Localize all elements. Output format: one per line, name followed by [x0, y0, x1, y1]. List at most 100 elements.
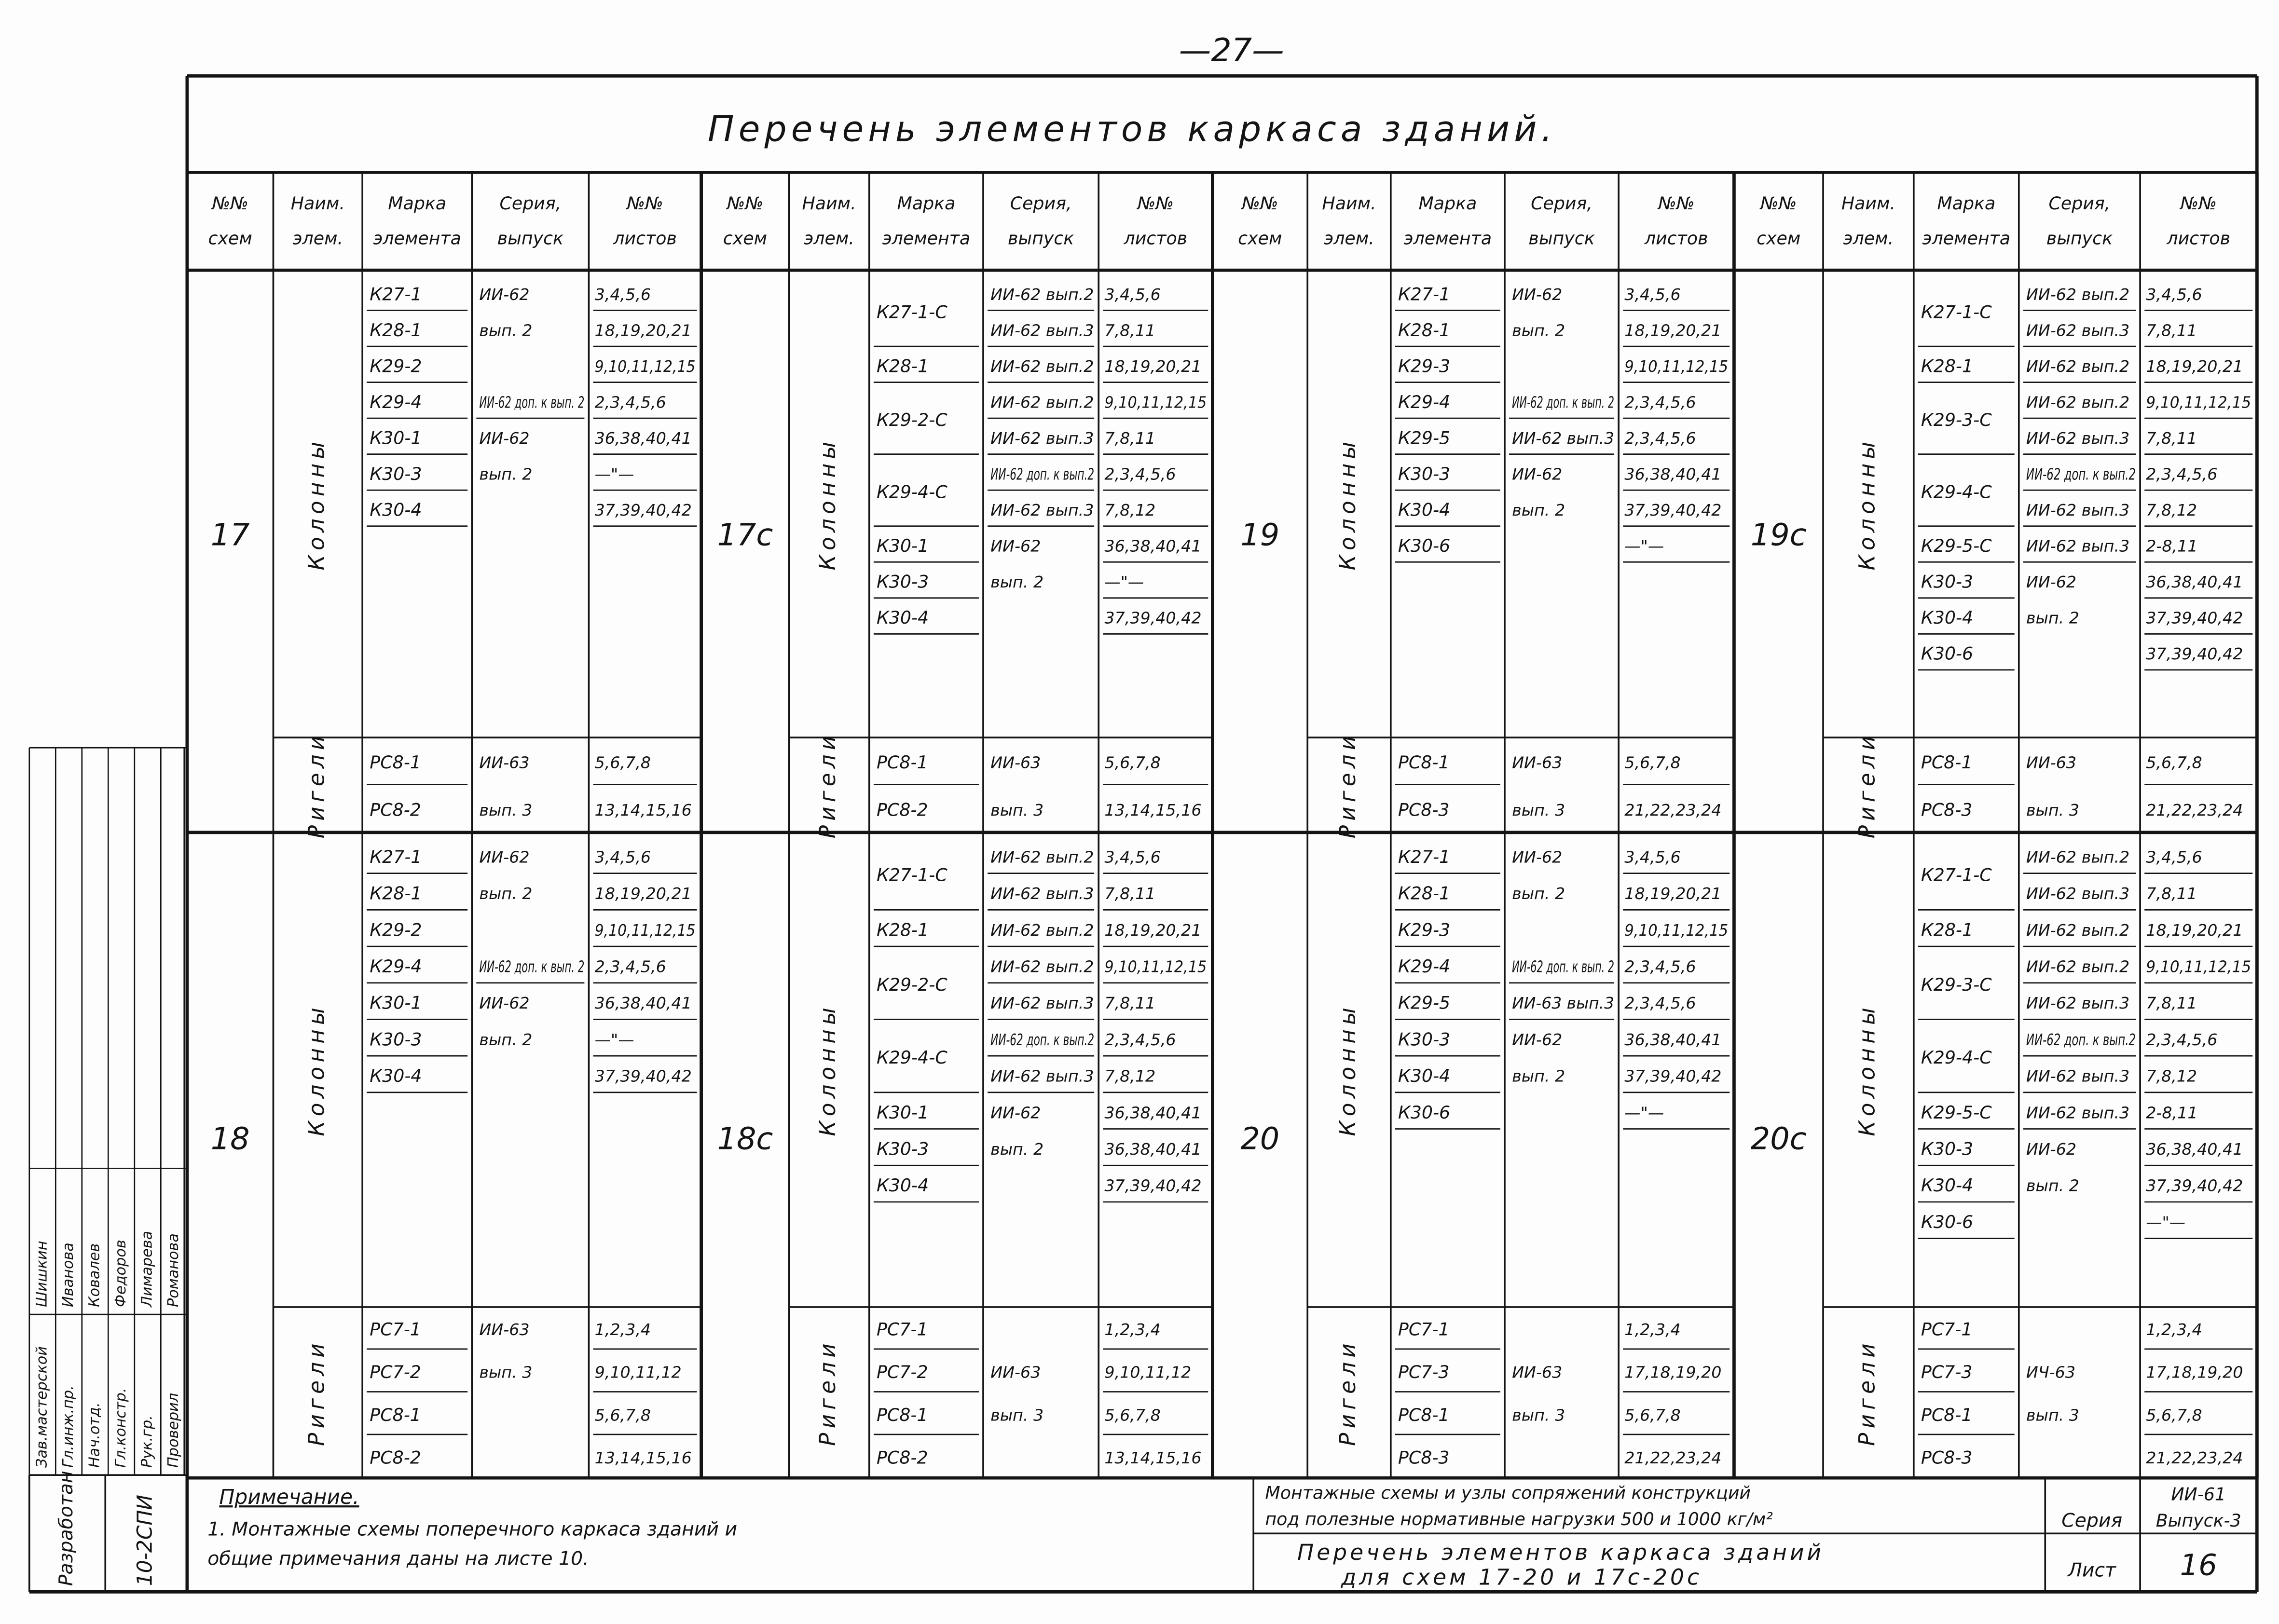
element-mark: К30-6 — [1398, 1102, 1450, 1123]
column-header: Серия, — [499, 193, 561, 214]
column-header: №№ — [1657, 193, 1695, 214]
series-issue: вып. 3 — [1512, 1406, 1565, 1424]
series-issue: ИИ-62 доп. к вып.2 — [2026, 1030, 2136, 1049]
series-value: ИИ-61 — [2171, 1484, 2226, 1505]
series-issue: вып. 2 — [990, 1140, 1043, 1159]
series-issue: ИИ-62 вып.2 — [2026, 847, 2129, 866]
series-issue: вып. 2 — [479, 464, 532, 483]
element-mark: К30-3 — [877, 572, 929, 592]
series-issue: ИИ-62 — [479, 847, 529, 866]
column-header: Наим. — [1322, 193, 1376, 214]
element-mark: РС8-2 — [877, 800, 928, 820]
sheet-numbers: 1,2,3,4 — [1104, 1320, 1161, 1339]
sheet-numbers: 18,19,20,21 — [2146, 357, 2243, 376]
scheme-number: 18с — [717, 1120, 773, 1156]
sheet-numbers: 2,3,4,5,6 — [595, 957, 666, 976]
column-header: выпуск — [1008, 228, 1074, 249]
sheet-numbers: 36,38,40,41 — [2146, 1140, 2243, 1159]
column-header: схем — [208, 228, 252, 249]
element-mark: К29-4-С — [1921, 1047, 1992, 1068]
sheet-numbers: 7,8,11 — [1104, 994, 1155, 1012]
sheet-numbers: 3,4,5,6 — [1624, 847, 1681, 866]
element-mark: К30-3 — [877, 1138, 929, 1159]
approval-name: Иванова — [60, 1242, 77, 1307]
sheet-numbers: 5,6,7,8 — [1624, 1406, 1681, 1424]
sheet-numbers: 18,19,20,21 — [1624, 321, 1721, 340]
sheet-numbers: —"— — [2146, 1213, 2185, 1231]
approval-role: Гл.инж.пр. — [60, 1385, 77, 1468]
approval-name: Ковалев — [86, 1243, 103, 1307]
approval-name: Лимарева — [139, 1231, 156, 1308]
series-issue: ИИ-62 доп. к вып. 2 — [479, 393, 584, 411]
element-mark: К30-1 — [877, 1102, 929, 1123]
sheet-numbers: 21,22,23,24 — [2146, 801, 2243, 819]
column-header: Наим. — [291, 193, 345, 214]
sheet-numbers: 21,22,23,24 — [1624, 801, 1721, 819]
element-mark: К30-4 — [1398, 500, 1450, 520]
element-mark: РС8-1 — [877, 752, 928, 773]
sheet-numbers: 21,22,23,24 — [2146, 1448, 2243, 1467]
element-mark: К30-4 — [1921, 607, 1973, 628]
sheet-numbers: 37,39,40,42 — [1104, 1176, 1201, 1195]
element-mark: К27-1 — [1398, 284, 1450, 304]
sheet-numbers: 37,39,40,42 — [595, 501, 692, 519]
sheet-numbers: 13,14,15,16 — [1104, 801, 1201, 819]
element-mark: РС8-1 — [1398, 752, 1450, 773]
sheet-numbers: 13,14,15,16 — [595, 801, 692, 819]
series-issue: ИИ-62 вып.3 — [2026, 501, 2129, 519]
element-mark: К29-2 — [370, 919, 422, 940]
element-mark: РС7-1 — [370, 1319, 421, 1340]
element-mark: К30-6 — [1921, 643, 1973, 664]
element-mark: К28-1 — [877, 355, 929, 376]
table-title: Перечень элементов каркаса зданий. — [708, 109, 1557, 150]
series-issue: ИИ-62 вып.3 — [2026, 884, 2129, 903]
series-issue: ИИ-62 вып.3 — [990, 429, 1094, 448]
element-mark: К29-4-С — [877, 1047, 947, 1068]
sheet-numbers: 7,8,12 — [2146, 1067, 2197, 1086]
element-mark: К29-3 — [1398, 355, 1450, 376]
element-mark: К29-4-С — [877, 481, 947, 502]
sheet-numbers: 5,6,7,8 — [1104, 753, 1161, 772]
element-mark: РС7-1 — [1921, 1319, 1973, 1340]
approval-role: Зав.мастерской — [34, 1346, 51, 1468]
sheet-numbers: 2,3,4,5,6 — [595, 393, 666, 411]
scheme-number: 20 — [1240, 1120, 1279, 1156]
element-mark: К27-1 — [370, 846, 422, 867]
sheet-numbers: 17,18,19,20 — [1624, 1363, 1721, 1382]
element-mark: К29-5-С — [1921, 535, 1992, 556]
column-header: листов — [2166, 228, 2230, 249]
sheet-numbers: —"— — [1624, 1103, 1664, 1122]
element-mark: К28-1 — [1398, 883, 1450, 904]
element-mark: К28-1 — [1921, 919, 1973, 940]
sheet-numbers: 13,14,15,16 — [595, 1448, 692, 1467]
series-issue: ИИ-62 — [1512, 847, 1562, 866]
sheet-numbers: 9,10,11,12,15 — [1104, 957, 1207, 976]
column-header: №№ — [1759, 193, 1797, 214]
sheet-numbers: 36,38,40,41 — [1104, 537, 1201, 556]
series-issue: ИИ-62 доп. к вып.2 — [990, 1030, 1094, 1049]
sheet-numbers: 9,10,11,12,15 — [1104, 393, 1207, 411]
element-mark: РС8-1 — [370, 752, 421, 773]
note-line: 1. Монтажные схемы поперечного каркаса з… — [207, 1518, 737, 1541]
sheet-numbers: 9,10,11,12,15 — [1624, 921, 1728, 940]
series-issue: ИИ-62 — [1512, 464, 1562, 483]
series-issue: ИИ-63 — [479, 753, 529, 772]
column-header: элемента — [1404, 228, 1492, 249]
element-mark: К30-3 — [1921, 572, 1973, 592]
column-header: Марка — [388, 193, 446, 214]
column-header: схем — [1757, 228, 1800, 249]
approval-role: Рук.гр. — [139, 1415, 156, 1468]
series-issue: ИИ-62 вып.3 — [2026, 537, 2129, 556]
sheet-numbers: 2,3,4,5,6 — [1624, 994, 1696, 1012]
sheet-numbers: 37,39,40,42 — [1624, 1067, 1721, 1086]
element-group-name: Ригели — [303, 1339, 329, 1446]
series-issue: ИИ-62 вып.3 — [990, 994, 1094, 1012]
series-issue: ИИ-62 вып.2 — [990, 921, 1094, 940]
element-mark: К29-4 — [1398, 956, 1450, 977]
column-header: выпуск — [2046, 228, 2113, 249]
sheet-numbers: 37,39,40,42 — [2146, 1176, 2243, 1195]
sheet-numbers: 37,39,40,42 — [2146, 609, 2243, 628]
element-group-name: Колонны — [1335, 437, 1360, 571]
